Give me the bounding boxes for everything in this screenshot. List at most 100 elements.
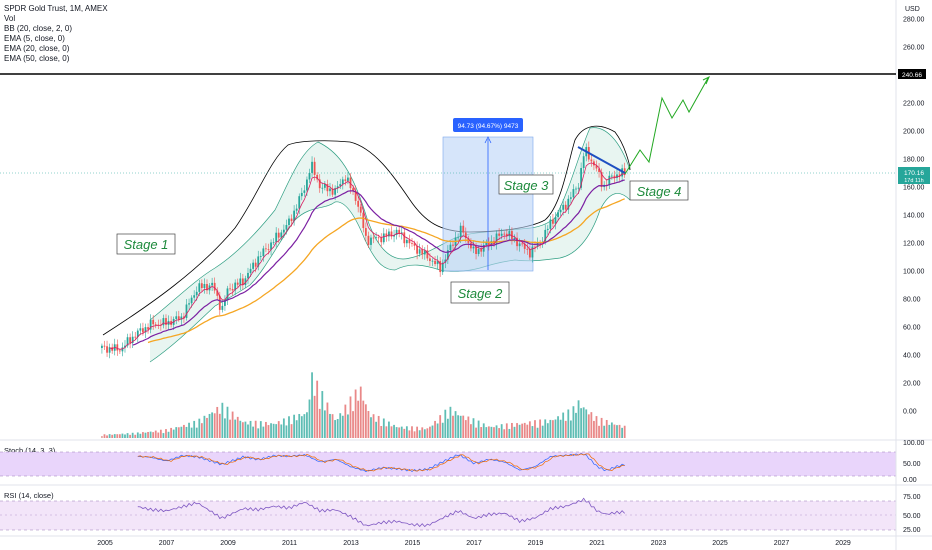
volume-bar	[375, 421, 378, 438]
price-axis[interactable]: 280.00260.00240.00220.00200.00180.00160.…	[903, 17, 925, 416]
volume-bar	[244, 421, 247, 438]
ema5-line	[109, 162, 625, 350]
time-tick: 2005	[97, 540, 113, 547]
price-tick: 260.00	[903, 45, 925, 52]
candle-body	[623, 168, 626, 176]
candle-body	[582, 156, 585, 169]
legend-ema5[interactable]: EMA (5, close, 0)	[4, 34, 65, 43]
volume-bar	[183, 424, 185, 438]
stage4-box[interactable]	[629, 180, 689, 201]
volume-bar	[418, 430, 421, 438]
volume-bar	[277, 421, 280, 438]
volume-bar	[323, 410, 326, 438]
candle-body	[129, 337, 132, 344]
volume-bar	[500, 424, 503, 438]
symbol-title[interactable]: SPDR Gold Trust, 1M, AMEX	[4, 4, 108, 13]
volume-bar	[372, 414, 375, 438]
candle-body	[341, 179, 344, 185]
candle-body	[577, 187, 580, 189]
candle-body	[395, 229, 398, 236]
volume-bar	[165, 429, 167, 438]
rsi-label[interactable]: RSI (14, close)	[4, 491, 54, 500]
volume-bar	[575, 412, 577, 438]
volume-bar	[131, 432, 134, 438]
candle-body	[144, 327, 147, 333]
candle-body	[413, 243, 416, 246]
candle-body	[288, 218, 290, 225]
volume-bar	[464, 420, 467, 438]
candle-body	[475, 246, 477, 254]
volume-bar	[382, 418, 385, 438]
candle-body	[152, 319, 155, 325]
volume-bar	[275, 424, 278, 438]
volume-bar	[200, 423, 203, 438]
volume-bar	[493, 427, 495, 438]
price-tick: 120.00	[903, 241, 925, 248]
volume-bar	[534, 420, 536, 438]
volume-bar	[531, 426, 534, 438]
candle-body	[231, 289, 234, 291]
volume-bar	[262, 426, 265, 438]
volume-bar	[236, 416, 239, 438]
stoch-label[interactable]: Stoch (14, 3, 3)	[4, 446, 56, 455]
candle-body	[188, 303, 190, 305]
candle-body	[405, 239, 408, 244]
candle-body	[477, 249, 480, 254]
volume-bar	[270, 423, 272, 438]
candle-body	[457, 237, 460, 239]
volume-bar	[190, 427, 193, 438]
volume-bar	[272, 423, 275, 438]
volume-bar	[152, 432, 155, 438]
candle-body	[562, 204, 565, 210]
volume-bar	[288, 416, 290, 438]
legend-ema20[interactable]: EMA (20, close, 0)	[4, 44, 70, 53]
descending-trendline[interactable]	[577, 146, 626, 174]
volume-bar	[487, 426, 490, 438]
stage2-box[interactable]	[450, 281, 510, 304]
level-tag-text: 240.66	[902, 72, 922, 79]
candle-body	[534, 246, 536, 248]
candle-body	[390, 231, 393, 237]
volume-bar	[590, 412, 593, 438]
legend-bb[interactable]: BB (20, close, 2, 0)	[4, 24, 73, 33]
volume-bar	[416, 426, 419, 438]
volume-bar	[116, 434, 119, 438]
stage3-box[interactable]	[498, 174, 554, 195]
time-axis[interactable]: 2005 2007 2009 2011 2013 2015 2017 2019 2021 2023…	[97, 540, 851, 547]
candle-body	[177, 316, 180, 320]
candle-body	[441, 262, 444, 273]
candle-body	[490, 240, 493, 246]
legend-vol[interactable]: Vol	[4, 14, 16, 23]
candle-body	[388, 231, 390, 237]
candle-body	[398, 229, 401, 234]
candle-body	[462, 225, 465, 233]
price-tick: 100.00	[903, 269, 925, 276]
volume-bar	[400, 426, 403, 438]
candle-body	[124, 345, 126, 348]
volume-bar	[431, 425, 434, 438]
volume-bar	[441, 422, 444, 438]
volume-bar	[572, 406, 575, 438]
candle-body	[426, 250, 429, 259]
stage1-box[interactable]	[116, 233, 176, 255]
candle-body	[370, 237, 372, 245]
candle-body	[226, 288, 229, 300]
candle-body	[508, 231, 511, 237]
candle-body	[239, 278, 242, 285]
volume-bar	[349, 396, 352, 438]
volume-bar	[265, 421, 267, 438]
legend-ema50[interactable]: EMA (50, close, 0)	[4, 54, 70, 63]
candle-body	[598, 168, 600, 173]
volume-bar	[421, 427, 424, 438]
bollinger-band-fill	[150, 127, 630, 362]
time-tick: 2027	[774, 540, 790, 547]
volume-bar	[218, 413, 221, 438]
candle-body	[436, 261, 439, 265]
candle-body	[295, 208, 298, 211]
volume-bar	[347, 414, 349, 438]
projection-path[interactable]	[624, 77, 709, 175]
volume-bar	[459, 415, 462, 438]
candle-body	[282, 229, 285, 233]
volume-bar	[341, 415, 344, 438]
